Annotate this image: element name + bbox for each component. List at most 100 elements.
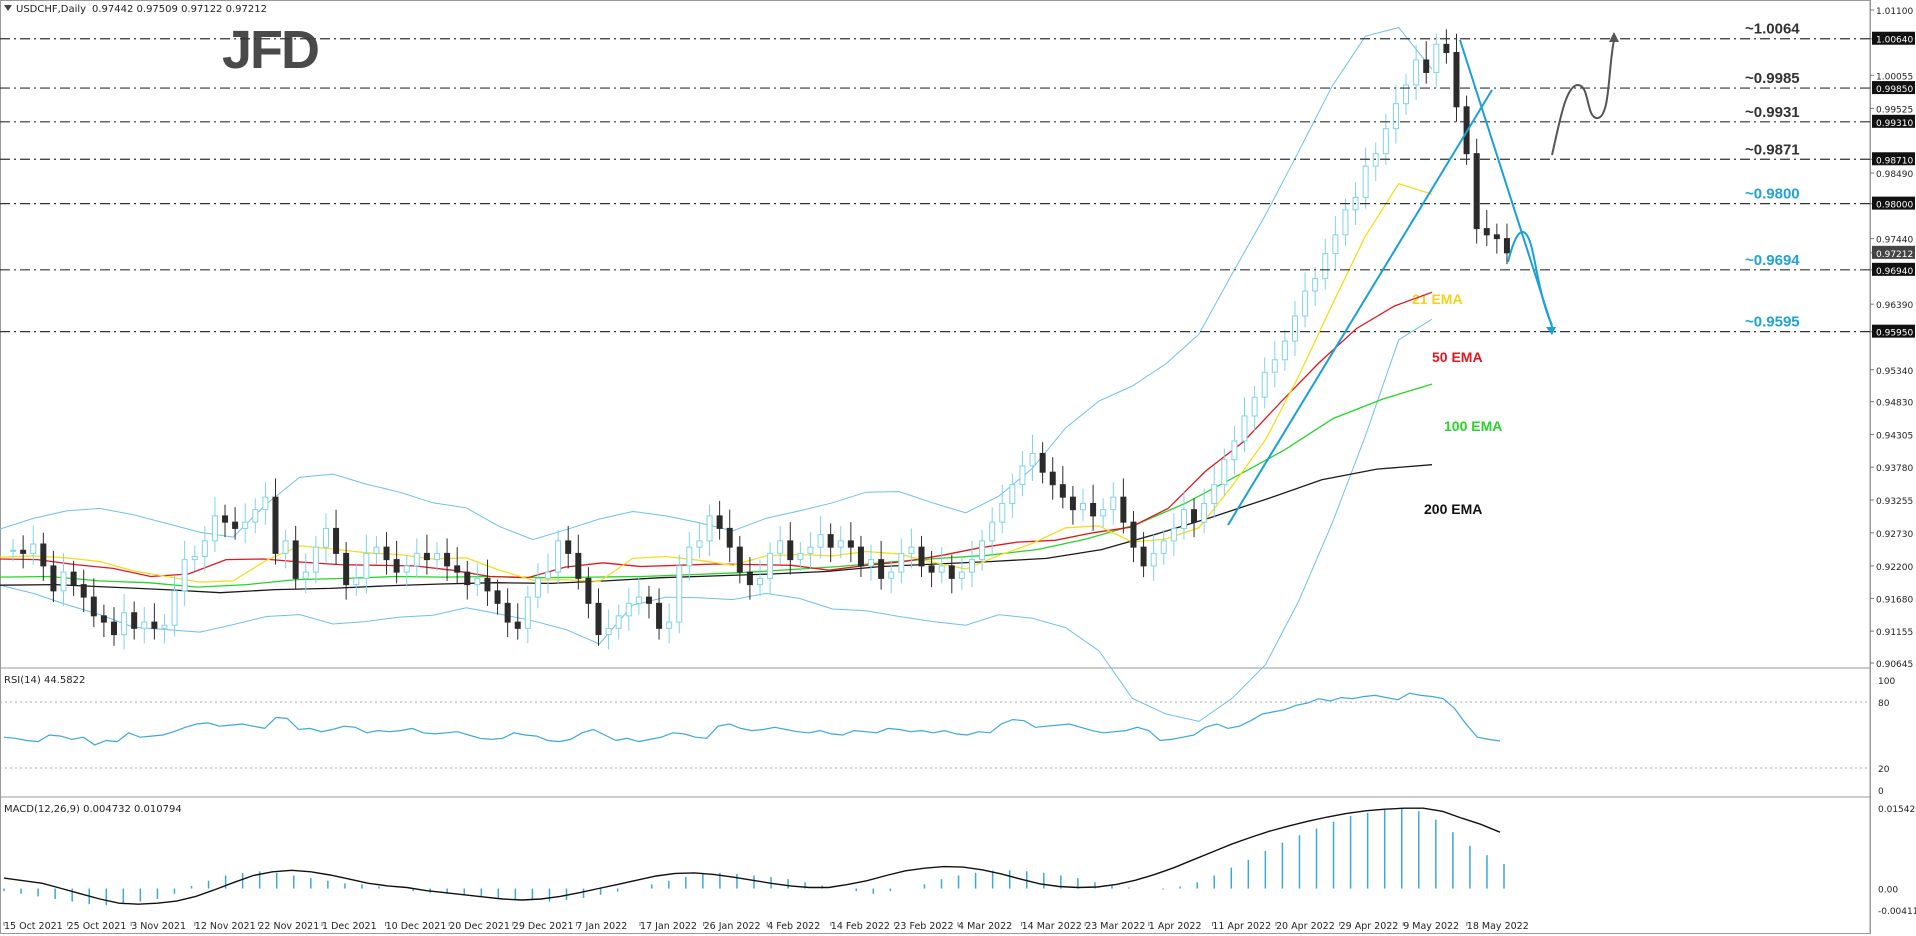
candle-body — [1302, 290, 1309, 317]
price-tag-bg — [1872, 245, 1915, 259]
price-tag-bg — [1872, 262, 1915, 276]
time-tick-label: 22 Nov 2021 — [258, 921, 319, 932]
candle-body — [1090, 502, 1097, 517]
price-tick-label: 0.99525 — [1876, 105, 1913, 115]
price-tag-bg — [1872, 114, 1915, 128]
candle-body — [211, 515, 218, 542]
price-tick-label: 0.96390 — [1876, 301, 1913, 311]
candle-body — [595, 602, 602, 636]
candle-body — [373, 546, 380, 554]
candle-body — [575, 552, 582, 579]
price-tag-bg — [1872, 324, 1915, 338]
candle-body — [1191, 509, 1198, 523]
candle-body — [878, 559, 885, 579]
candle-body — [1029, 452, 1036, 467]
candle-body — [625, 602, 632, 617]
price-tick-label: 0.95340 — [1876, 367, 1913, 377]
candle-body — [252, 509, 259, 523]
candle-body — [615, 615, 622, 629]
candle-body — [928, 565, 935, 573]
ema21-label: 21 EMA — [1412, 291, 1463, 307]
time-tick-label: 3 Nov 2021 — [131, 921, 186, 932]
price-tick-label: 0.94830 — [1876, 399, 1913, 409]
price-tick-label: 0.95950 — [1876, 329, 1913, 339]
candle-body — [242, 521, 249, 529]
bullish-arrow-icon — [1609, 32, 1619, 42]
ema50-line — [0, 291, 1433, 579]
candle-body — [131, 612, 138, 629]
time-axis: 15 Oct 2021 25 Oct 2021 3 Nov 2021 12 Nov 2… — [3, 921, 1529, 932]
candle-body — [1483, 228, 1490, 236]
candle-body — [605, 627, 612, 636]
candle-body — [161, 624, 168, 629]
candle-body — [726, 527, 733, 548]
level-label: ~1.0064 — [1745, 21, 1800, 38]
candle-body — [1170, 527, 1177, 542]
candle-body — [1473, 153, 1480, 230]
price-tick-label: 0.92200 — [1876, 563, 1913, 573]
collapse-triangle-icon[interactable] — [4, 5, 12, 11]
candle-body — [1130, 521, 1137, 548]
candle-body — [767, 552, 774, 579]
candle-body — [322, 527, 329, 548]
candle-body — [716, 515, 723, 529]
candle-body — [1281, 340, 1288, 361]
candle-body — [1069, 496, 1076, 511]
candle-body — [262, 496, 269, 511]
candle-body — [918, 546, 925, 567]
candle-body — [40, 543, 47, 567]
time-tick-label: 1 Apr 2022 — [1149, 921, 1202, 932]
ema100-line — [0, 383, 1433, 588]
candle-body — [1382, 128, 1389, 155]
ema200-line — [0, 464, 1433, 594]
candle-body — [121, 612, 128, 636]
candle-body — [444, 552, 451, 567]
candle-body — [1110, 496, 1117, 511]
time-tick-label: 17 Jan 2022 — [640, 921, 697, 932]
candle-body — [686, 546, 693, 567]
candle-body — [1100, 509, 1107, 517]
candle-body — [1039, 452, 1046, 473]
candle-body — [1322, 253, 1329, 280]
ema200-label: 200 EMA — [1424, 501, 1482, 517]
candle-body — [736, 546, 743, 573]
price-tick-label: 1.00640 — [1876, 36, 1913, 46]
candle-body — [1180, 509, 1187, 529]
candle-body — [908, 546, 915, 554]
level-label: ~0.9694 — [1745, 252, 1800, 269]
candle-body — [807, 546, 814, 554]
candle-body — [100, 615, 107, 623]
jfd-logo: JFD — [222, 20, 318, 80]
candle-body — [353, 577, 360, 586]
candle-body — [1312, 278, 1319, 292]
candle-body — [1271, 359, 1278, 373]
candle-body — [90, 596, 97, 617]
candle-body — [676, 565, 683, 623]
level-lines: ~1.0064 ~0.9985 ~0.9931 ~0.9871 ~0.9800 ~0.96… — [0, 21, 1870, 333]
candle-body — [1221, 459, 1228, 486]
candle-body — [1261, 371, 1268, 398]
candle-body — [1423, 59, 1430, 73]
time-tick-label: 23 Mar 2022 — [1085, 921, 1145, 932]
bollinger-lower — [0, 318, 1433, 722]
candle-body — [585, 577, 592, 604]
rsi-panel: 100 80 20 0 — [0, 677, 1895, 797]
candle-body — [968, 559, 975, 573]
candle-body — [1342, 209, 1349, 236]
level-label: ~0.9871 — [1745, 141, 1800, 158]
candle-body — [545, 571, 552, 579]
ema21-line — [0, 182, 1433, 583]
candle-body — [1503, 238, 1510, 254]
price-tick-label: 0.93255 — [1876, 497, 1913, 507]
candle-body — [999, 502, 1006, 523]
time-tick-label: 20 Dec 2021 — [449, 921, 510, 932]
candle-body — [1493, 234, 1500, 240]
macd-tick-label: -0.00411 — [1878, 907, 1916, 917]
price-tick-label: 0.92730 — [1876, 530, 1913, 540]
candle-body — [1140, 546, 1147, 567]
candle-body — [272, 496, 279, 554]
candle-body — [514, 621, 521, 629]
price-tag-bg — [1872, 81, 1915, 95]
level-label: ~0.9931 — [1745, 104, 1800, 121]
candle-body — [1009, 484, 1016, 504]
